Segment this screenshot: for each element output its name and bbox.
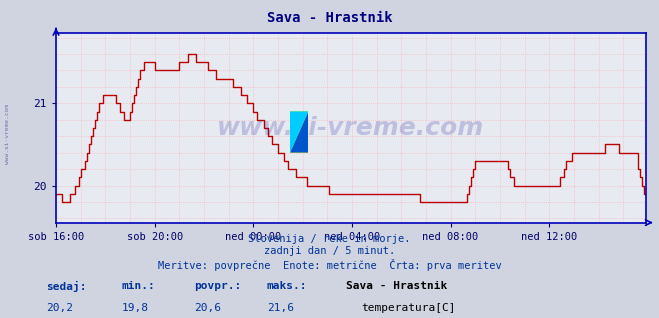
Text: 20,2: 20,2 <box>46 303 73 313</box>
Text: Sava - Hrastnik: Sava - Hrastnik <box>267 11 392 25</box>
Text: 19,8: 19,8 <box>122 303 149 313</box>
Text: Meritve: povprečne  Enote: metrične  Črta: prva meritev: Meritve: povprečne Enote: metrične Črta:… <box>158 259 501 271</box>
Polygon shape <box>290 111 308 153</box>
Text: www.si-vreme.com: www.si-vreme.com <box>5 104 11 163</box>
Text: maks.:: maks.: <box>267 281 307 291</box>
Text: www.si-vreme.com: www.si-vreme.com <box>217 116 484 140</box>
Polygon shape <box>290 111 308 153</box>
Text: 20,6: 20,6 <box>194 303 221 313</box>
Text: 21,6: 21,6 <box>267 303 294 313</box>
Text: Sava - Hrastnik: Sava - Hrastnik <box>346 281 447 291</box>
Text: Slovenija / reke in morje.: Slovenija / reke in morje. <box>248 234 411 244</box>
Text: min.:: min.: <box>122 281 156 291</box>
Text: sedaj:: sedaj: <box>46 281 86 293</box>
Text: temperatura[C]: temperatura[C] <box>361 303 455 313</box>
Text: zadnji dan / 5 minut.: zadnji dan / 5 minut. <box>264 246 395 256</box>
Text: povpr.:: povpr.: <box>194 281 242 291</box>
